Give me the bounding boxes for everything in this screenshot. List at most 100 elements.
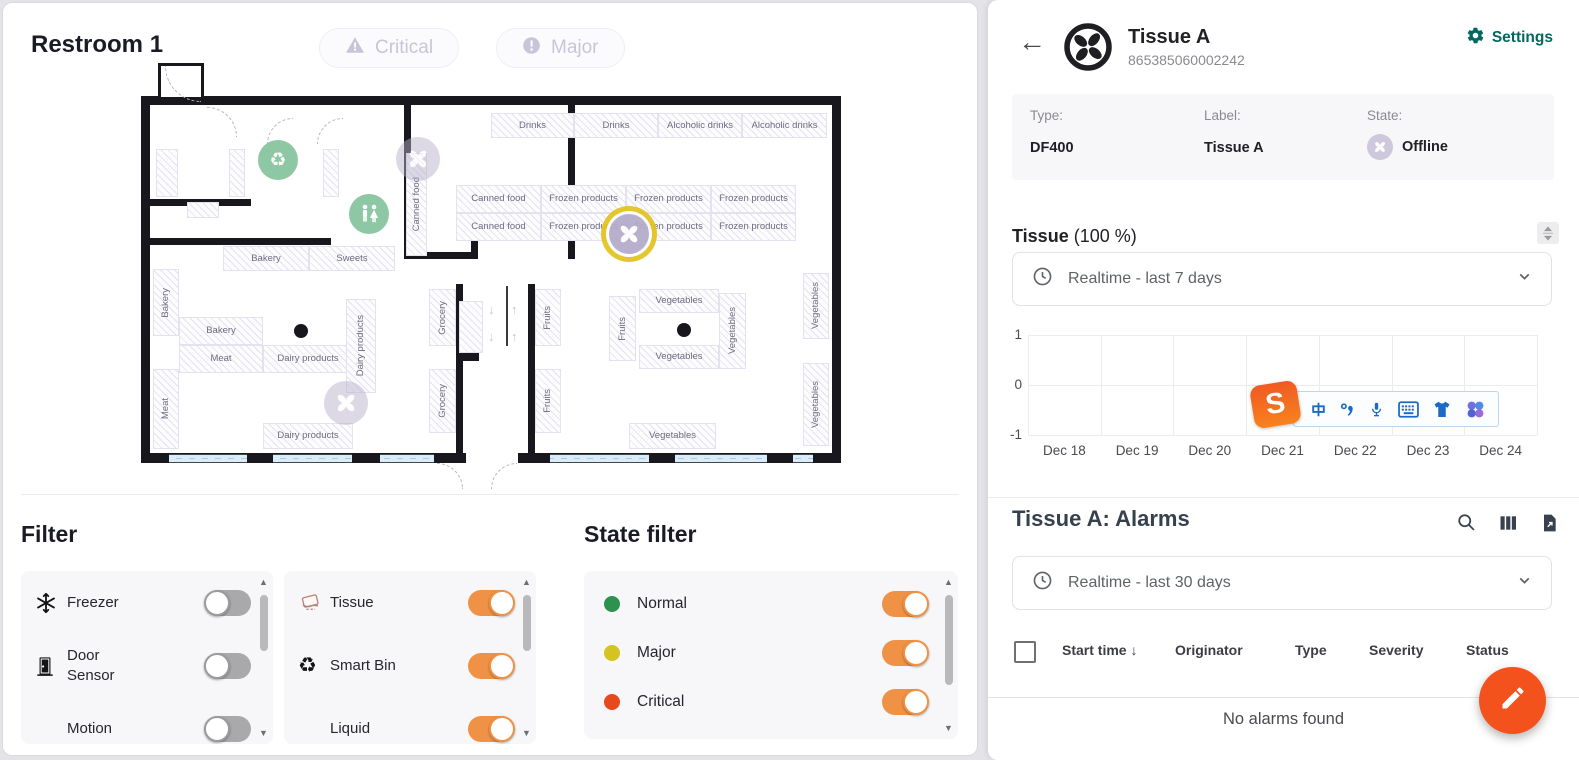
floorplan-area-label: Meat [210,353,232,365]
scrollbar[interactable]: ▲ ▼ [519,574,534,741]
smart-bin-device-icon[interactable]: ♻ [258,140,298,180]
skin-icon[interactable] [1432,400,1452,419]
floorplan-area-label: Grocery [436,300,448,335]
chart-x-tick: Dec 20 [1188,443,1232,458]
label-value: Tissue A [1204,140,1264,156]
escalator-arrow: ↑ [511,302,518,317]
state-toggle[interactable] [882,590,929,617]
chinese-mode-icon[interactable] [1310,401,1327,418]
floorplan-area-label: Fruits [616,316,628,341]
chart-x-axis: Dec 18 Dec 19 Dec 20 Dec 21 Dec 22 Dec 23 Dec … [1028,443,1537,458]
columns-icon[interactable] [1498,513,1518,538]
pencil-icon [1499,684,1527,717]
floorplan-area-label: Frozen products [634,193,703,205]
filter-item-label: Tissue [330,593,374,611]
warning-triangle-icon [345,36,365,60]
selected-tissue-device-icon[interactable] [609,214,649,254]
floorplan-area: Vegetables [639,345,719,369]
floorplan-area: Fruits [535,369,561,433]
floorplan-area-label: Drinks [519,119,546,131]
scrollbar[interactable]: ▲ ▼ [941,574,956,736]
escalator-arrow: ↑ [511,329,518,344]
table-header-severity[interactable]: Severity [1369,642,1424,658]
scroll-down-icon[interactable]: ▼ [522,728,531,738]
filter-toggle[interactable] [204,652,251,679]
escalator-arrow: ↓ [488,329,495,344]
chart-x-tick: Dec 21 [1261,443,1304,458]
filter-row: Tissue [284,571,536,634]
settings-button[interactable]: Settings [1466,26,1553,50]
floorplan-area: Dairy products [263,423,353,449]
floorplan-map[interactable]: ↓ ↓ ↑ ↑ Drinks Drinks Alcoholic drinks Alcoholi… [139,61,843,503]
major-filter-button[interactable]: Major [496,28,625,68]
scrollbar[interactable]: ▲ ▼ [256,574,271,741]
state-filter-title: State filter [584,521,697,547]
floorplan-area: Sweets [309,246,395,271]
sogou-logo[interactable]: S [1248,379,1303,430]
scroll-thumb[interactable] [945,595,953,685]
floorplan-area: Frozen products [626,185,711,213]
floorplan-wall [568,96,575,259]
offline-tissue-device-icon[interactable] [324,381,368,425]
back-arrow-icon[interactable]: ← [1018,26,1046,57]
chevron-down-icon [1516,572,1533,594]
sogou-input-toolbar[interactable]: S [1248,379,1499,430]
restroom-device-icon[interactable] [349,194,389,234]
pillar [294,324,308,338]
floorplan-area-label: Dairy products [277,353,339,365]
floorplan-area-label: Vegetables [655,295,703,307]
edit-fab-button[interactable] [1479,667,1546,734]
filter-toggle[interactable] [204,715,251,742]
floorplan-area: Canned food [406,153,427,256]
chart-y-tick: 0 [1014,377,1022,392]
alarms-table-header: Start time ↓ Originator Type Severity Status [988,636,1579,680]
filter-row: Liquid [284,697,536,744]
floorplan-area: Bakery [223,246,309,271]
clover-menu-icon[interactable] [1465,399,1486,420]
state-value: Offline [1367,134,1448,160]
export-file-icon[interactable] [1539,513,1559,538]
major-button-label: Major [551,37,599,58]
floorplan-wall [832,96,841,463]
select-all-checkbox[interactable] [1014,641,1036,663]
critical-filter-button[interactable]: Critical [319,28,460,68]
search-icon[interactable] [1456,512,1477,538]
scroll-down-icon[interactable]: ▼ [259,728,268,738]
stepper-icon[interactable] [1537,222,1559,244]
door-swing-arc [207,107,237,137]
filter-toggle[interactable] [468,715,515,742]
state-toggle[interactable] [882,688,929,715]
scroll-up-icon[interactable]: ▲ [522,577,531,587]
floorplan-area-label: Grocery [436,384,448,418]
scroll-up-icon[interactable]: ▲ [944,577,953,587]
filter-toggle[interactable] [468,589,515,616]
keyboard-icon[interactable] [1398,400,1419,418]
chart-y-tick: 1 [1014,327,1022,342]
scroll-thumb[interactable] [260,595,268,651]
table-header-originator[interactable]: Originator [1175,642,1243,658]
sort-desc-icon[interactable]: ↓ [1126,642,1138,658]
floorplan-wall [141,96,150,463]
state-filter-list: Normal Major Critical ▲ ▼ [584,571,958,739]
offline-tissue-device-icon[interactable] [396,137,440,181]
chevron-down-icon [1516,268,1533,290]
scroll-up-icon[interactable]: ▲ [259,577,268,587]
timewindow-select-7days[interactable]: Realtime - last 7 days [1012,252,1552,306]
floorplan-area: Meat [153,369,179,449]
state-toggle[interactable] [882,639,929,666]
door-post [767,453,793,463]
timewindow-select-30days[interactable]: Realtime - last 30 days [1012,556,1552,610]
floorplan-wall [141,238,331,245]
scroll-down-icon[interactable]: ▼ [944,723,953,733]
scroll-thumb[interactable] [523,595,531,651]
table-header-status[interactable]: Status [1466,642,1509,658]
floorplan-area: Dairy products [346,299,376,393]
filter-toggle[interactable] [204,589,251,616]
microphone-icon[interactable] [1368,400,1385,419]
punctuation-icon[interactable] [1340,401,1355,418]
table-header-type[interactable]: Type [1295,642,1327,658]
filter-toggle[interactable] [468,652,515,679]
filter-item-label: Door Sensor [67,647,115,684]
table-divider [988,697,1579,698]
table-header-start-time[interactable]: Start time ↓ [1062,642,1138,658]
